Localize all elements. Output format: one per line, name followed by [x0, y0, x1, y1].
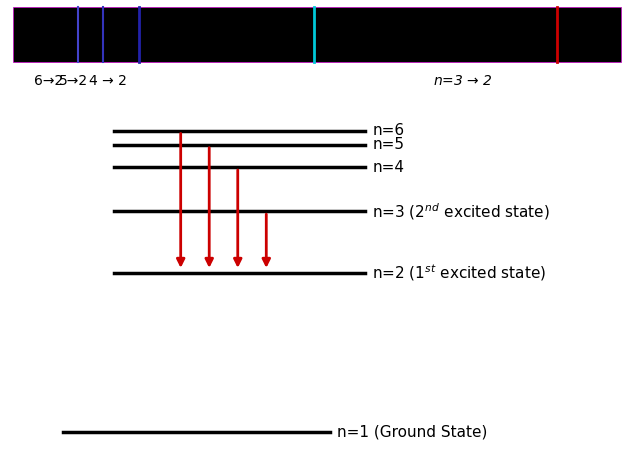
Text: n=3 (2$^{nd}$ excited state): n=3 (2$^{nd}$ excited state) — [372, 201, 550, 222]
Text: 6→2: 6→2 — [34, 74, 63, 88]
Text: n=6: n=6 — [372, 123, 404, 138]
Text: n=5: n=5 — [372, 137, 404, 152]
Bar — [13, 7, 621, 62]
Text: n=2 (1$^{st}$ excited state): n=2 (1$^{st}$ excited state) — [372, 263, 546, 284]
Text: n=4: n=4 — [372, 160, 404, 175]
Text: $n$=3 → 2: $n$=3 → 2 — [433, 74, 493, 88]
Text: 4 → 2: 4 → 2 — [89, 74, 127, 88]
Text: 5→2: 5→2 — [59, 74, 88, 88]
Text: n=1 (Ground State): n=1 (Ground State) — [337, 425, 488, 440]
